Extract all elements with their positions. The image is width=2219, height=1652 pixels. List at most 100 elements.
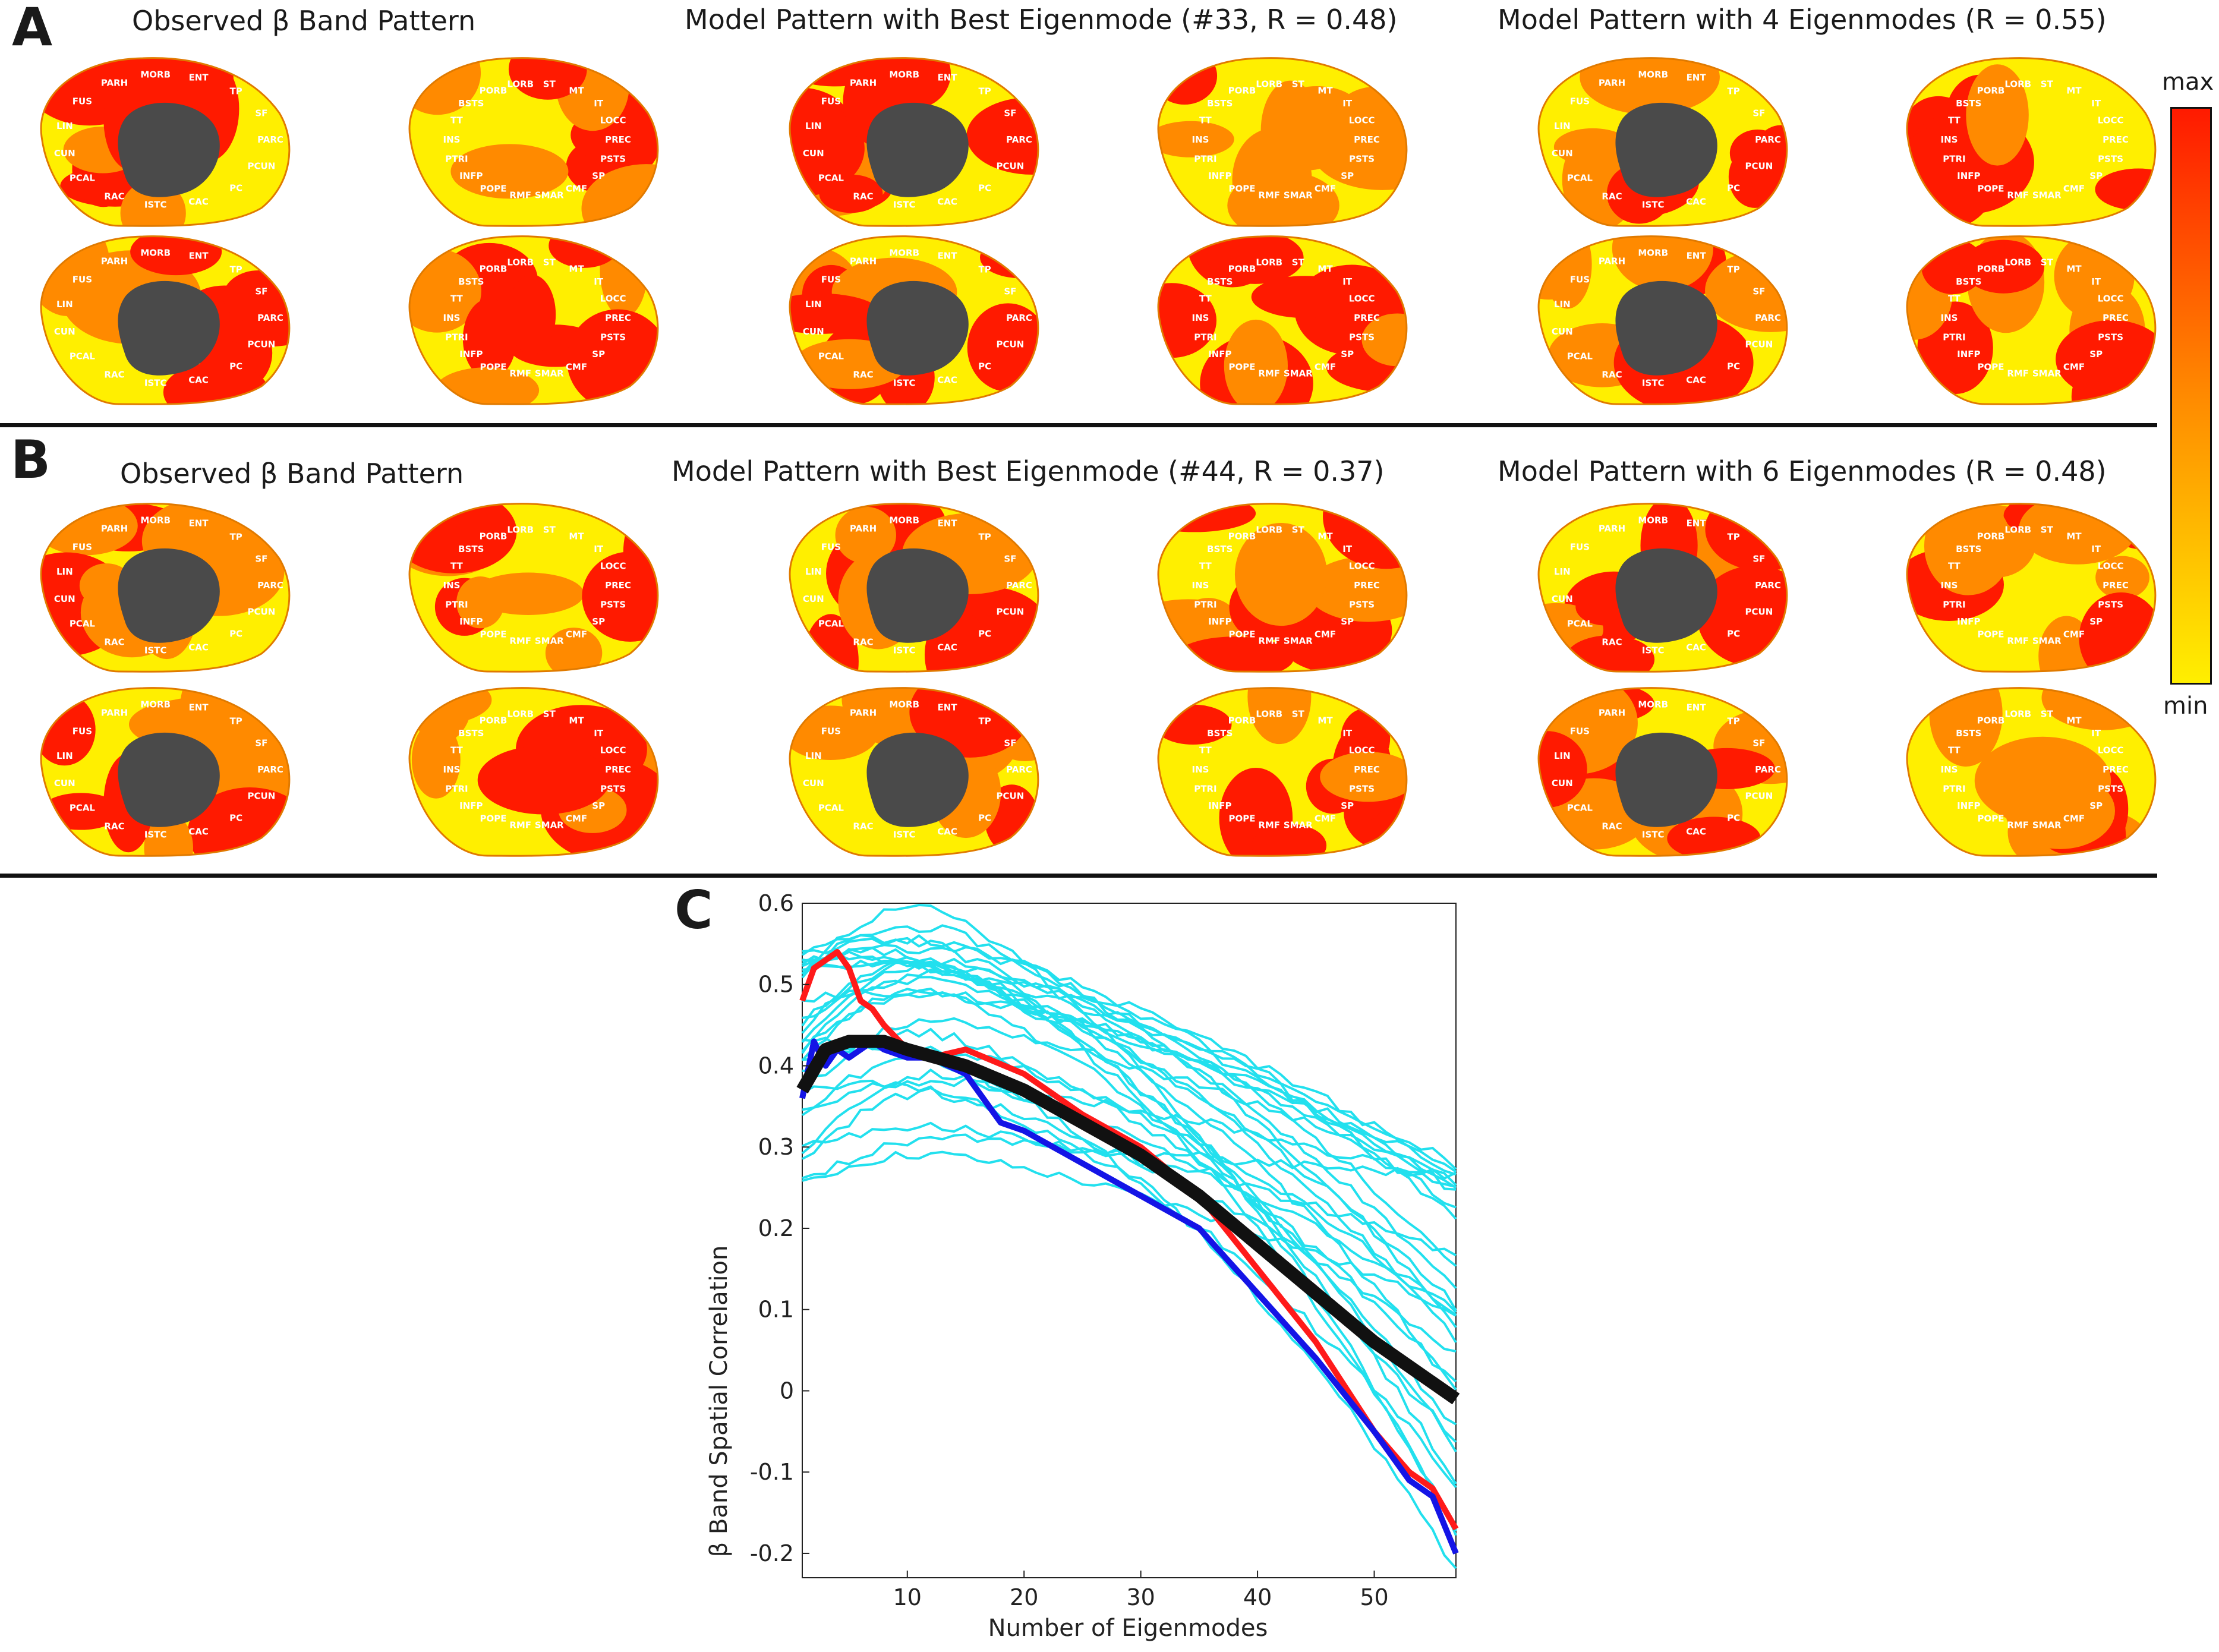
region-label: CAC (188, 827, 209, 837)
region-label: INFP (459, 800, 483, 811)
region-label: BSTS (1207, 276, 1233, 287)
region-label: ST (2041, 524, 2054, 535)
region-label: RMF (2007, 190, 2029, 201)
region-label: IT (2091, 544, 2101, 554)
subject-curve (801, 944, 1457, 1290)
region-label: PC (229, 813, 242, 824)
y-axis-title: β Band Spatial Correlation (705, 1246, 733, 1558)
y-tick-label: 0.3 (758, 1134, 794, 1160)
region-label: LORB (507, 524, 534, 535)
region-label: INS (1941, 580, 1958, 591)
brain-medial-view-3-0: PARC PCUN PC CAC ISTC RAC PCAL CUN LIN FUS PARH MOR… (40, 687, 291, 857)
region-label: CUN (803, 594, 824, 604)
region-label: SMAR (535, 636, 564, 647)
brain-medial-view-1-0: PARC PCUN PC CAC ISTC RAC PCAL CUN LIN FUS PARH MOR… (40, 235, 291, 405)
region-label: PARC (1755, 764, 1781, 775)
region-label: RAC (1602, 636, 1622, 647)
region-label: SMAR (2032, 368, 2062, 379)
region-label: POPE (1229, 629, 1256, 639)
region-label: PORB (1977, 86, 2005, 96)
region-label: PSTS (1349, 154, 1375, 165)
y-tick-label: 0.1 (758, 1297, 794, 1323)
region-label: ISTC (144, 377, 167, 388)
region-label: INS (1192, 764, 1209, 775)
region-label: CAC (937, 642, 957, 653)
region-label: PTRI (1194, 332, 1216, 343)
region-label: PORB (1977, 264, 2005, 275)
region-label: RMF (509, 190, 531, 201)
region-label: PCUN (1745, 161, 1773, 172)
region-label: LORB (2004, 524, 2031, 535)
region-label: CMF (1315, 813, 1336, 824)
region-label: POPE (1229, 361, 1256, 372)
region-label: PREC (2103, 764, 2129, 775)
region-label: SP (592, 800, 605, 811)
correlation-line-chart: 0.6 0.5 0.4 0.3 0.2 0.1 0 -0.1 -0.2 10 20 30 40 50 Nu… (705, 890, 1460, 1642)
region-label: TT (1199, 294, 1212, 304)
region-label: PTRI (1194, 154, 1216, 165)
region-label: LOCC (600, 294, 626, 304)
region-label: PC (1727, 361, 1740, 372)
brain-medial-view-0-2: PARC PCUN PC CAC ISTC RAC PCAL CUN LIN FUS PARH MOR… (789, 57, 1039, 227)
region-label: PREC (2103, 134, 2129, 145)
region-label: TP (229, 715, 242, 726)
region-label: LOCC (2098, 561, 2124, 572)
region-label: POPE (1978, 361, 2004, 372)
region-label: LOCC (1349, 294, 1375, 304)
region-label: CMF (1315, 361, 1336, 372)
subject-curve (801, 903, 1457, 1536)
region-label: LIN (56, 566, 73, 577)
series-line-0 (799, 949, 1459, 1531)
region-label: LORB (1256, 78, 1282, 89)
region-label: CUN (1552, 148, 1573, 159)
region-label: PTRI (445, 332, 468, 343)
region-label: PCAL (1567, 351, 1593, 362)
region-label: PARH (101, 256, 128, 267)
region-label: ISTC (1642, 377, 1665, 388)
region-label: LOCC (2098, 294, 2124, 304)
region-label: FUS (821, 274, 841, 285)
region-label: BSTS (1956, 544, 1981, 554)
region-label: SF (1752, 286, 1765, 297)
region-label: CUN (54, 148, 75, 159)
region-label: SP (592, 616, 605, 627)
region-label: RAC (1602, 369, 1622, 380)
region-label: TP (229, 531, 242, 542)
region-label: LOCC (600, 561, 626, 572)
region-label: TP (978, 86, 991, 96)
region-label: BSTS (1207, 98, 1233, 109)
region-label: IT (594, 544, 604, 554)
region-label: TT (450, 115, 464, 126)
region-label: TT (1199, 745, 1212, 756)
y-tick-label: 0 (780, 1377, 794, 1404)
region-label: SMAR (535, 368, 564, 379)
region-label: ISTC (1642, 645, 1665, 655)
region-label: MORB (140, 248, 171, 258)
brain-medial-view-0-0: PARC PCUN PC CAC ISTC RAC PCAL CUN LIN FUS PARH MOR… (40, 57, 291, 227)
region-label: CMF (2063, 183, 2085, 194)
region-label: ENT (938, 250, 958, 261)
region-label: TP (229, 264, 242, 275)
region-label: FUS (1570, 726, 1590, 736)
region-label: LORB (507, 708, 534, 719)
region-label: TT (450, 745, 464, 756)
region-label: PCUN (248, 607, 276, 617)
subject-curve (802, 1036, 1457, 1569)
region-label: RAC (853, 821, 873, 831)
region-label: IT (1342, 544, 1353, 554)
brain-medial-view-1-2: PARC PCUN PC CAC ISTC RAC PCAL CUN LIN FUS PARH MOR… (789, 235, 1039, 405)
region-label: PARH (101, 524, 128, 534)
region-label: LIN (56, 121, 73, 131)
region-label: INFP (459, 616, 483, 627)
region-label: LORB (507, 78, 534, 89)
region-label: PORB (1228, 715, 1256, 726)
panel-b-title-best-eigenmode: Model Pattern with Best Eigenmode (#44, … (672, 455, 1385, 487)
region-label: PARH (850, 78, 877, 89)
region-label: MT (1317, 86, 1333, 96)
region-label: PSTS (1349, 784, 1375, 795)
region-label: PARH (1599, 708, 1625, 718)
region-label: BSTS (1956, 276, 1981, 287)
region-label: PARH (101, 708, 128, 718)
region-label: PCAL (818, 351, 844, 362)
